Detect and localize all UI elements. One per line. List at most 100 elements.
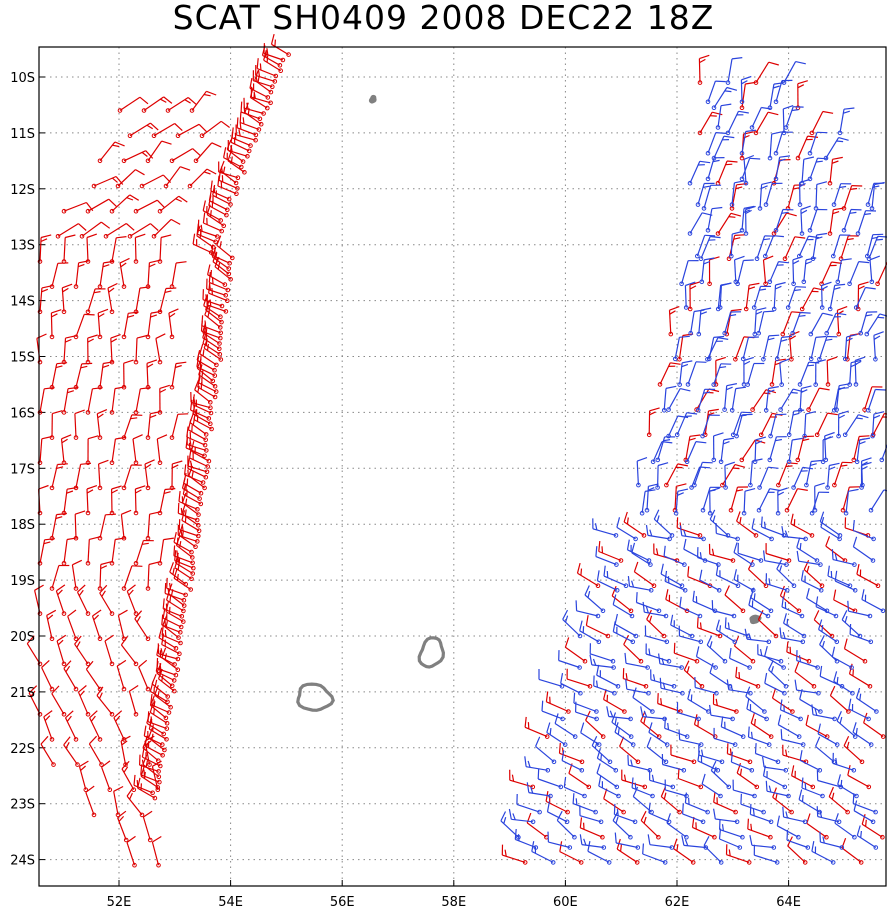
barb-shaft (99, 514, 106, 539)
barb-feather (625, 678, 628, 690)
barb-feather (270, 33, 275, 45)
barb-feather (203, 295, 208, 306)
barb-feather (100, 565, 108, 570)
barb-feather (81, 362, 93, 365)
barb-shaft (759, 184, 763, 209)
barb-feather (200, 224, 203, 232)
barb-feather (131, 565, 143, 567)
barb-shaft (734, 645, 754, 662)
barb-feather (565, 615, 569, 623)
barb-shaft (673, 848, 694, 863)
barb-feather (719, 366, 727, 369)
barb-feather (837, 306, 848, 311)
barb-feather (141, 746, 145, 758)
lon-label: 56E (330, 895, 355, 909)
barb-feather (143, 725, 147, 736)
barb-feather (194, 379, 200, 391)
barb-feather (721, 824, 724, 831)
barb-shaft (181, 513, 199, 526)
barb-feather (139, 286, 151, 289)
barb-feather (711, 206, 723, 210)
barb-feather (180, 166, 191, 171)
barb-shaft (833, 599, 856, 612)
barb-station (798, 716, 803, 722)
barb-shaft (736, 414, 743, 437)
barb-shaft (782, 754, 807, 763)
barb-feather (62, 287, 69, 293)
barb-shaft (687, 576, 711, 587)
barb-feather (149, 414, 157, 419)
barb-station (847, 281, 852, 287)
barb-shaft (174, 560, 194, 569)
barb-shaft (762, 259, 767, 284)
barb-feather (767, 389, 775, 393)
barb-feather (266, 55, 269, 63)
barb-station (193, 544, 198, 550)
barb-feather (643, 717, 646, 725)
barb-feather (603, 565, 606, 577)
barb-shaft (809, 157, 819, 180)
barb-shaft (678, 335, 684, 360)
barb-feather (815, 335, 827, 338)
barb-shaft (817, 779, 841, 788)
barb-station (217, 341, 222, 346)
barb-feather (152, 724, 154, 732)
barb-feather (156, 199, 166, 209)
barb-shaft (558, 659, 580, 669)
barb-shaft (863, 722, 884, 738)
barb-feather (822, 436, 834, 441)
barb-station (190, 571, 195, 576)
barb-feather (175, 364, 182, 369)
barb-feather (192, 418, 195, 426)
barb-feather (661, 657, 665, 665)
barb-shaft (834, 580, 856, 591)
barb-station (739, 457, 745, 463)
barb-feather (791, 765, 795, 776)
barb-feather (102, 264, 110, 268)
barb-shaft (765, 183, 773, 205)
barb-feather (646, 736, 652, 748)
barb-station (189, 576, 194, 582)
barb-feather (627, 576, 631, 587)
barb-shaft (803, 259, 807, 282)
barb-shaft (634, 571, 655, 587)
barb-station (698, 784, 704, 790)
barb-station (616, 793, 621, 799)
barb-feather (163, 537, 174, 541)
barb-shaft (855, 287, 866, 308)
barb-feather (596, 748, 601, 759)
barb-feather (662, 682, 666, 690)
barb-shaft (250, 96, 268, 109)
barb-feather (786, 829, 789, 841)
barb-feather (645, 525, 649, 536)
barb-feather (635, 592, 638, 603)
barb-feather (128, 311, 139, 314)
barb-shaft (205, 309, 222, 323)
barb-feather (658, 653, 661, 664)
barb-feather (861, 589, 865, 600)
barb-feather (61, 434, 72, 440)
barb-feather (749, 157, 761, 160)
barb-shaft (724, 465, 727, 488)
barb-feather (764, 645, 768, 657)
barb-feather (165, 287, 177, 290)
barb-feather (785, 465, 793, 468)
barb-feather (709, 509, 716, 520)
barb-station (145, 686, 151, 692)
barb-shaft (866, 234, 874, 257)
barb-feather (724, 90, 732, 93)
barb-feather (561, 750, 565, 761)
barb-shaft (820, 841, 842, 849)
barb-feather (46, 609, 57, 616)
barb-shaft (833, 388, 839, 411)
barb-shaft (849, 362, 852, 385)
barb-feather (93, 291, 101, 294)
barb-feather (79, 690, 85, 697)
barb-feather (748, 594, 752, 606)
barb-station (562, 742, 568, 747)
barb-feather (747, 726, 750, 738)
barb-feather (813, 610, 820, 621)
barb-feather (150, 122, 159, 131)
barb-station (868, 507, 874, 513)
barb-station (755, 684, 761, 689)
